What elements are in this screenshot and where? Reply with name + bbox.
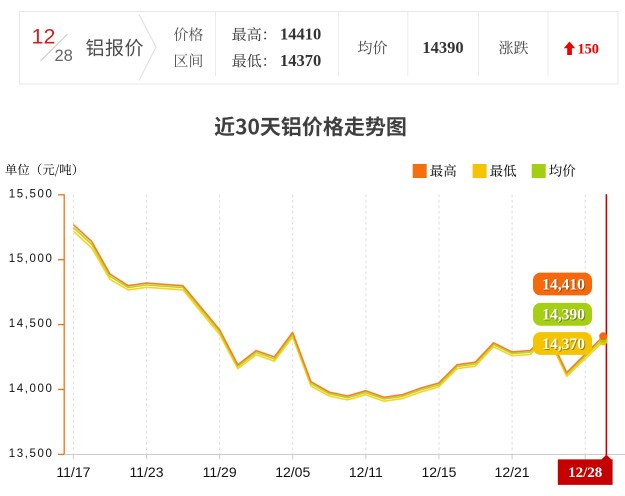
svg-text:14,390: 14,390	[543, 308, 586, 325]
svg-text:12/11: 12/11	[349, 464, 383, 480]
svg-text:14,370: 14,370	[543, 337, 586, 354]
svg-text:13,500: 13,500	[9, 448, 54, 460]
svg-text:14,410: 14,410	[542, 276, 585, 293]
svg-text:11/17: 11/17	[56, 464, 90, 480]
svg-text:12: 12	[32, 25, 56, 49]
svg-text:15,500: 15,500	[9, 188, 54, 200]
svg-text:14390: 14390	[422, 38, 463, 57]
svg-text:15,000: 15,000	[9, 253, 54, 265]
svg-text:14410: 14410	[280, 25, 321, 44]
svg-text:14,390: 14,390	[542, 307, 585, 324]
svg-text:12/28: 12/28	[568, 465, 602, 481]
svg-text:11/29: 11/29	[203, 464, 237, 480]
svg-text:14,410: 14,410	[543, 277, 586, 294]
svg-text:150: 150	[578, 41, 599, 57]
svg-text:14370: 14370	[280, 51, 321, 70]
svg-text:12/21: 12/21	[495, 464, 530, 480]
svg-text:14,500: 14,500	[9, 318, 54, 330]
svg-text:11/23: 11/23	[130, 464, 164, 480]
svg-text:28: 28	[55, 47, 73, 65]
svg-text:12/15: 12/15	[421, 464, 456, 480]
svg-text:14,000: 14,000	[9, 383, 54, 395]
svg-text:12/05: 12/05	[275, 464, 310, 480]
svg-text:14,370: 14,370	[542, 336, 585, 353]
